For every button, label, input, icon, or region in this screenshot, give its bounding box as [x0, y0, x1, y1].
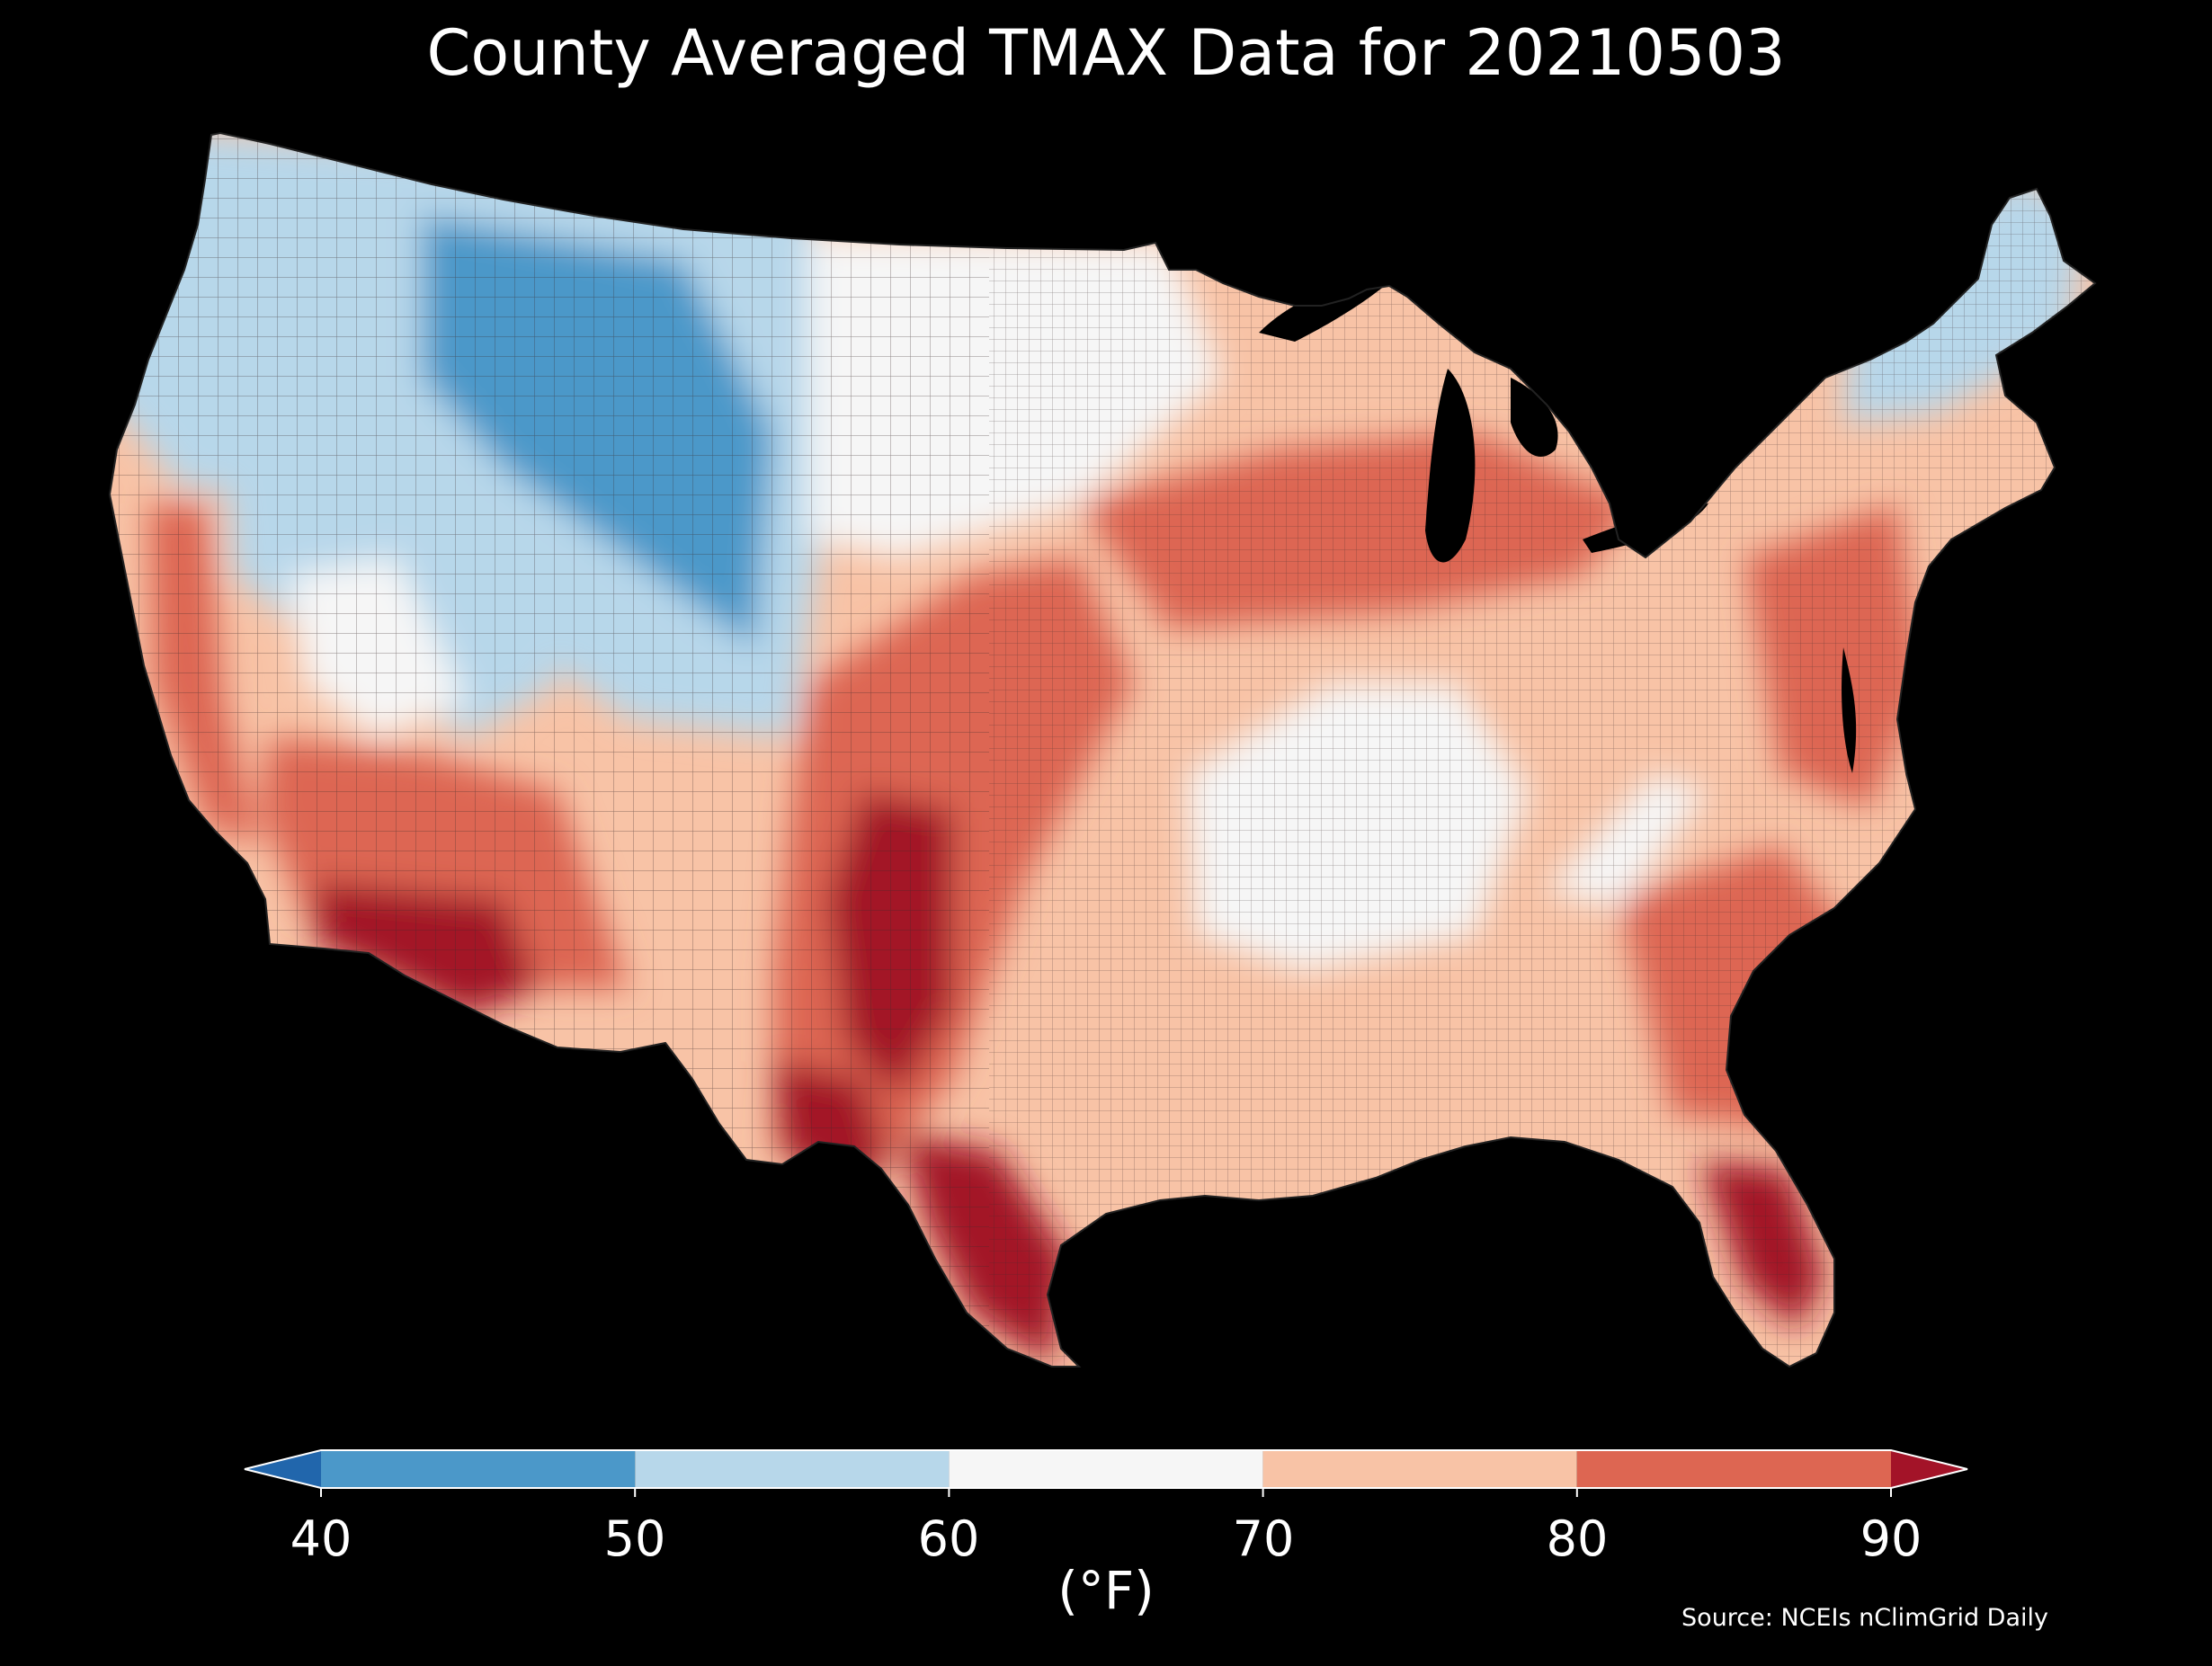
colorbar-bin: [635, 1450, 950, 1488]
lake-michigan: [1425, 369, 1476, 563]
county-lines-east: [989, 133, 2095, 1367]
county-lines-west: [110, 133, 989, 1367]
colorbar-bin: [1262, 1450, 1577, 1488]
colorbar-tick-label: 90: [1860, 1510, 1922, 1567]
colorbar-bin: [1576, 1450, 1891, 1488]
lake-erie: [1583, 503, 1708, 553]
colorbar-tick-label: 60: [917, 1510, 980, 1567]
colorbar-bin: [321, 1450, 636, 1488]
map-title: County Averaged TMAX Data for 20210503: [426, 16, 1786, 90]
colorbar-tick-label: 70: [1232, 1510, 1295, 1567]
chesapeake-bay: [1842, 647, 1857, 773]
lake-huron: [1511, 378, 1558, 458]
colorbar-units-label: (°F): [1057, 1560, 1155, 1621]
colorbar-tick-label: 80: [1546, 1510, 1609, 1567]
source-credit: Source: NCEIs nClimGrid Daily: [1681, 1604, 2048, 1632]
colorbar-extend-high: [1891, 1450, 1967, 1488]
colorbar-extend-low: [245, 1450, 321, 1488]
lake-superior: [1259, 270, 1403, 342]
colorbar-tick-label: 50: [603, 1510, 666, 1567]
colorbar-bin: [949, 1450, 1263, 1488]
colorbar: [244, 1449, 1968, 1497]
colorbar-tick-label: 40: [290, 1510, 352, 1567]
